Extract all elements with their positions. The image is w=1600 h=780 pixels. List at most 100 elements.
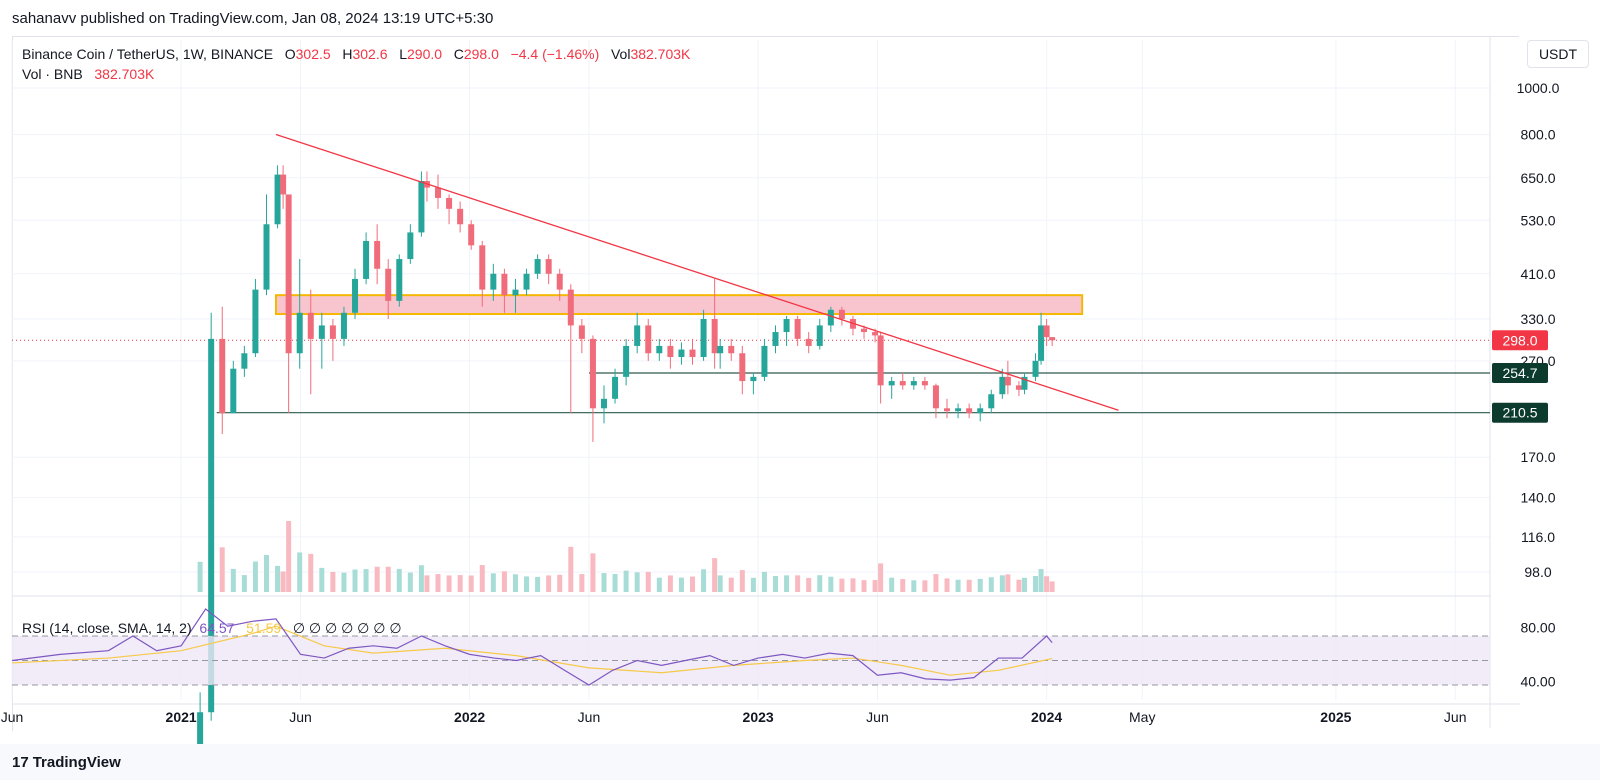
rsi-value: 64.57 [199,620,235,636]
volume-bar [568,546,574,592]
volume-bar [479,565,485,592]
volume-bar [861,580,867,592]
volume-bar [806,577,812,592]
tradingview-name: TradingView [32,754,121,771]
volume-bar [656,577,662,592]
volume-bar [988,577,994,592]
volume-bar [1038,569,1044,592]
low-label: L [399,46,407,62]
currency-button[interactable]: USDT [1527,40,1589,68]
resistance-zone-rect [274,294,1084,316]
footer-bar [0,744,1600,780]
volume-bar [385,566,391,592]
candle-body [999,376,1006,395]
candle-body [589,338,596,409]
volume-bar [839,578,845,592]
candle-body [567,289,574,326]
price-tick-label: 140.0 [1520,490,1555,506]
candle-body [783,319,790,333]
candle-body [1021,376,1028,390]
volume-bar [435,574,441,592]
volume-bar [728,577,734,592]
candles [197,165,1056,770]
volume-bar [1044,576,1050,592]
descending-trendline [275,133,1119,411]
support-levels [12,339,1490,414]
candle-body [374,240,381,269]
rsi-label: RSI (14, close, SMA, 14, 2) [22,620,192,636]
volume-indicator-label: Vol · BNB [22,66,83,82]
candle-body [711,319,718,354]
time-tick-label: 2025 [1320,709,1351,725]
symbol-legend: Binance Coin / TetherUS, 1W, BINANCE O30… [22,44,690,84]
volume-bar [701,569,707,592]
volume-bar [286,521,292,592]
candle-body [285,194,292,354]
candle-body [1015,385,1022,390]
time-tick-label: Jun [1444,709,1467,725]
candle-body [534,259,541,274]
volume-bar [468,575,474,592]
volume-bar [922,580,928,592]
candle-body [827,309,834,326]
time-tick-label: May [1129,709,1155,725]
volume-bar [872,580,878,592]
volume-bar [739,570,745,592]
candle-body [645,325,652,354]
candle-body [219,338,226,414]
volume-bar [1016,579,1022,592]
volume-bar [557,574,563,592]
volume-bar [407,572,413,592]
volume-bar [297,552,303,592]
volume-bar [977,578,983,592]
candle-body [340,312,347,339]
volume-bar [601,573,607,592]
volume-bars [197,494,1055,592]
volume-bar [761,571,767,592]
volume-bar [490,573,496,592]
candle-body [407,232,414,260]
volume-bar [645,571,651,592]
candle-body [1004,376,1011,386]
low-value: 290.0 [407,46,443,62]
rsi-tick-label: 40.00 [1520,673,1555,689]
volume-bar [424,575,430,592]
candle-body [761,345,768,377]
volume-bar [197,561,203,592]
candle-body [600,398,607,409]
candle-body [805,338,812,346]
trendline [275,133,1119,411]
rsi-sma-value: 51.59 [246,620,282,636]
open-label: O [284,46,296,62]
candle-body [263,224,270,290]
volume-bar [230,568,236,592]
volume-bar [966,579,972,592]
candle-body [280,174,287,195]
volume-bar [889,577,895,592]
volume-bar [773,575,779,592]
volume-bar [396,568,402,592]
candle-body [352,278,359,313]
candle-body [816,325,823,346]
rsi-pane [11,608,1490,686]
tradingview-logo[interactable]: 17 TradingView [12,754,121,771]
candle-body [1043,325,1050,338]
volume-bar [944,578,950,592]
volume-bar [750,577,756,592]
close-value: 298.0 [463,46,499,62]
volume-bar [1049,581,1055,592]
volume-bar [717,575,723,592]
candle-body [838,309,845,320]
candle-body [794,319,801,339]
time-tick-label: 2023 [743,709,774,725]
candle-body [717,345,724,354]
volume-bar [418,565,424,592]
volume-bar [667,575,673,592]
candle-body [700,319,707,358]
candle-body [274,174,281,225]
candle-body [872,332,879,336]
volume-bar [341,572,347,592]
candle-body [977,408,984,414]
candle-body [296,312,303,354]
